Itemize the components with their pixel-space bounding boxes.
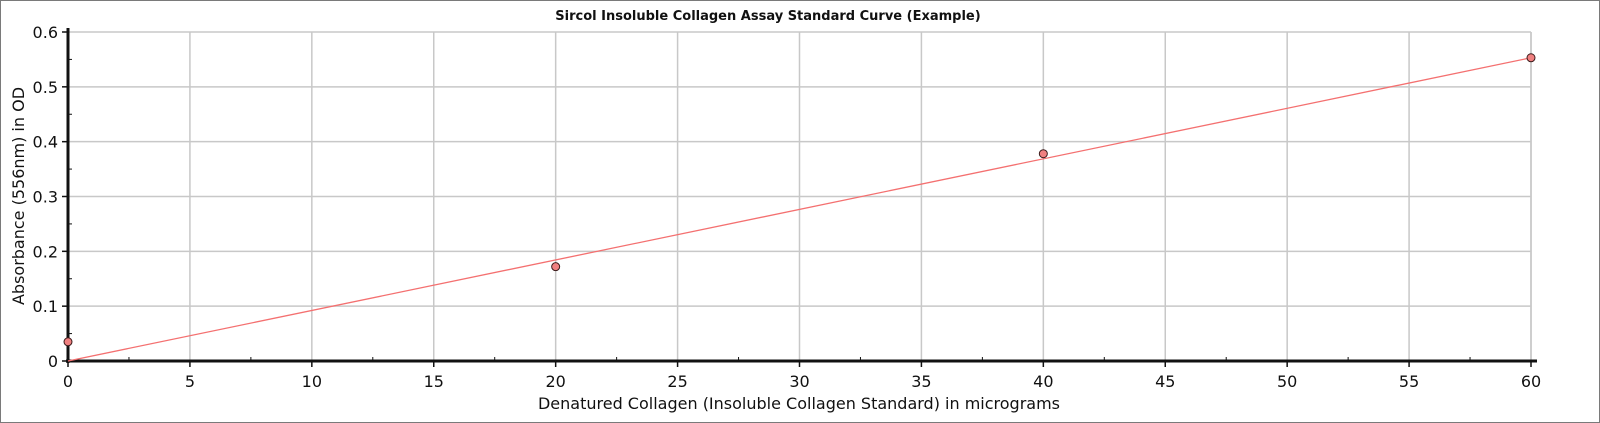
x-axis-label: Denatured Collagen (Insoluble Collagen S…: [538, 394, 1060, 413]
x-tick-label: 5: [185, 372, 195, 391]
x-tick-label: 45: [1155, 372, 1175, 391]
x-tick-label: 15: [424, 372, 444, 391]
chart-title: Sircol Insoluble Collagen Assay Standard…: [555, 9, 980, 24]
x-tick-label: 10: [302, 372, 322, 391]
x-tick-labels: 0 5 10 15 20 25 30 35 40 45 50 55 60: [63, 372, 1541, 391]
data-point: [63, 337, 73, 347]
trendline-group: [67, 57, 1532, 362]
y-tick-label: 0.5: [33, 78, 58, 97]
x-tick-label: 25: [667, 372, 687, 391]
y-tick-label: 0.2: [33, 242, 58, 261]
grid: [68, 31, 1532, 361]
y-tick-label: 0.1: [33, 297, 58, 316]
data-points: [63, 53, 1536, 347]
axes: [62, 28, 1537, 367]
x-tick-label: 55: [1399, 372, 1419, 391]
y-tick-label: 0.4: [33, 133, 58, 152]
y-axis-label: Absorbance (556nm) in OD: [9, 87, 28, 305]
data-point: [1526, 53, 1536, 63]
x-tick-label: 35: [911, 372, 931, 391]
data-point: [1038, 149, 1048, 159]
minor-ticks: [68, 58, 1471, 361]
y-tick-label: 0.6: [33, 23, 58, 42]
x-tick-label: 0: [63, 372, 73, 391]
x-tick-label: 40: [1033, 372, 1053, 391]
x-tick-label: 50: [1277, 372, 1297, 391]
y-tick-label: 0.3: [33, 188, 58, 207]
trendline: [67, 57, 1532, 362]
x-tick-label: 20: [545, 372, 565, 391]
y-tick-labels: 0 0.1 0.2 0.3 0.4 0.5 0.6: [33, 23, 58, 371]
x-tick-label: 30: [789, 372, 809, 391]
x-tick-label: 60: [1521, 372, 1541, 391]
y-tick-label: 0: [48, 352, 58, 371]
data-point: [551, 262, 561, 272]
